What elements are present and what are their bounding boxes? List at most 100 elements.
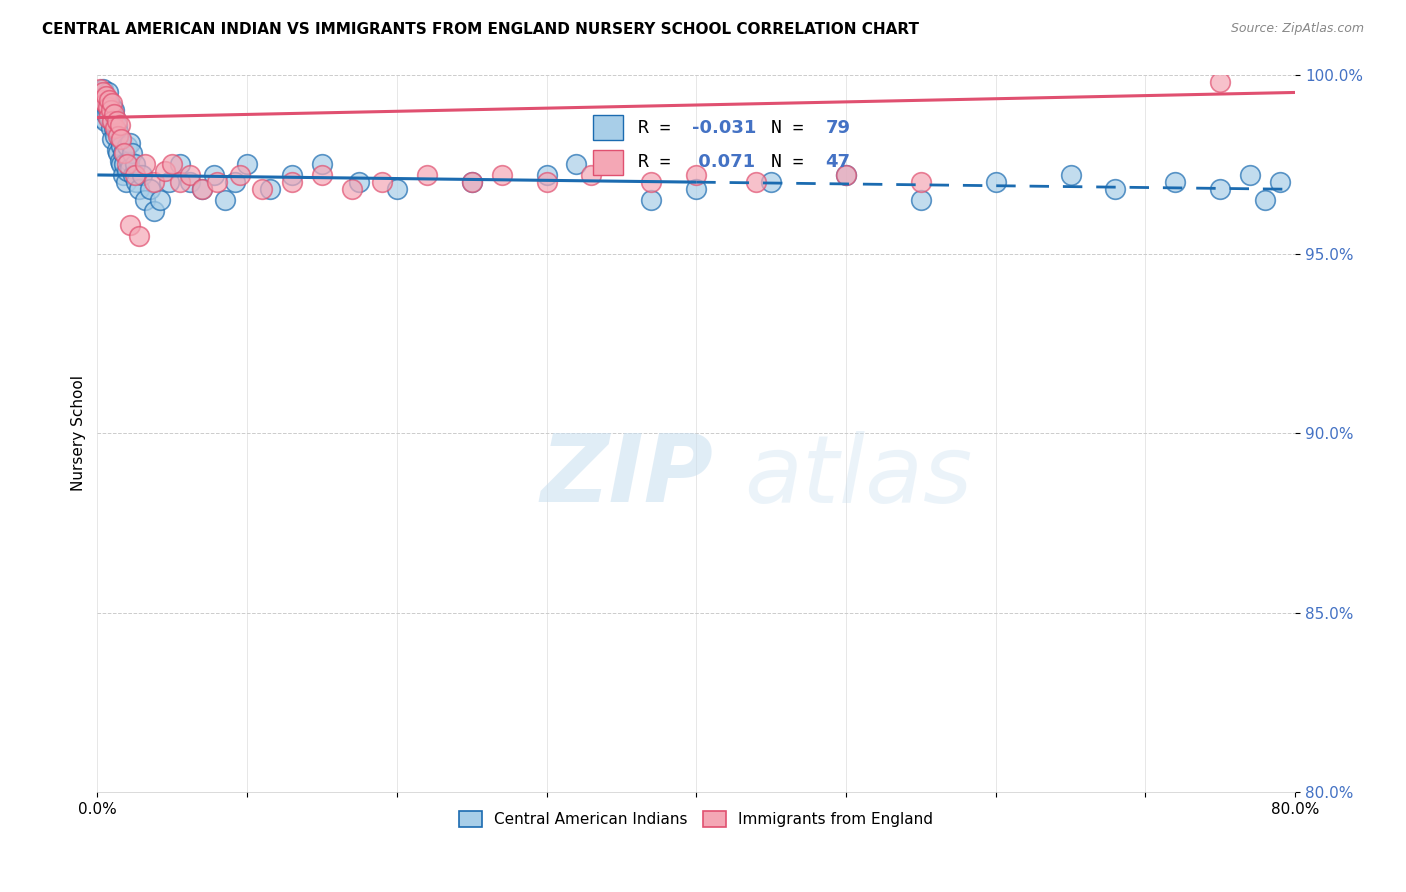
Point (581, 168, 603, 182)
Point (101, 114, 124, 128)
Point (143, 203, 166, 218)
Point (117, 164, 139, 178)
Point (97, 103, 120, 118)
Point (100, 121, 122, 136)
Point (97, 111, 120, 125)
Point (910, 175, 932, 189)
Point (108, 132, 131, 146)
Point (110, 157, 132, 171)
Point (835, 168, 858, 182)
Point (685, 168, 707, 182)
Point (169, 157, 191, 171)
Point (90, 111, 112, 125)
Text: CENTRAL AMERICAN INDIAN VS IMMIGRANTS FROM ENGLAND NURSERY SCHOOL CORRELATION CH: CENTRAL AMERICAN INDIAN VS IMMIGRANTS FR… (42, 22, 920, 37)
Point (104, 121, 127, 136)
Point (179, 175, 201, 189)
Point (111, 168, 134, 182)
Point (416, 168, 439, 182)
Point (110, 132, 132, 146)
Point (101, 114, 124, 128)
Point (103, 107, 125, 121)
Point (491, 168, 513, 182)
Point (134, 193, 156, 207)
Point (124, 168, 146, 182)
Point (371, 175, 394, 189)
Text: ZIP: ZIP (540, 430, 713, 523)
Point (94, 114, 117, 128)
Point (120, 218, 142, 232)
Point (94, 100, 117, 114)
Point (281, 175, 304, 189)
Point (100, 103, 122, 118)
Point (89, 82, 111, 96)
Point (96, 93, 118, 107)
Point (131, 168, 153, 182)
Point (910, 193, 932, 207)
Point (110, 139, 132, 153)
Legend: Central American Indians, Immigrants from England: Central American Indians, Immigrants fro… (451, 804, 941, 835)
Point (98, 93, 121, 107)
Point (111, 146, 134, 161)
Point (311, 157, 333, 171)
Point (94, 89, 117, 103)
Point (565, 157, 588, 171)
Point (745, 175, 768, 189)
Text: Source: ZipAtlas.com: Source: ZipAtlas.com (1230, 22, 1364, 36)
Point (91, 86, 114, 100)
Bar (592, 150, 623, 175)
Point (105, 143, 128, 157)
Text: atlas: atlas (744, 431, 973, 522)
Point (90, 96, 112, 111)
Point (460, 175, 482, 189)
Point (118, 153, 141, 168)
Point (91, 103, 114, 118)
Point (103, 121, 125, 136)
Point (640, 193, 662, 207)
Point (214, 193, 236, 207)
Point (1209, 75, 1232, 89)
Point (143, 175, 166, 189)
Text: 47: 47 (825, 153, 851, 171)
Point (104, 111, 127, 125)
Point (108, 118, 131, 132)
Point (105, 114, 128, 128)
Point (228, 168, 250, 182)
Point (91, 82, 114, 96)
Point (105, 118, 128, 132)
Point (1254, 193, 1277, 207)
Point (349, 175, 371, 189)
Point (107, 125, 129, 139)
Point (1059, 168, 1081, 182)
Point (685, 182, 707, 196)
Text: 79: 79 (825, 119, 851, 136)
Point (250, 182, 273, 196)
Point (107, 128, 129, 143)
Point (98, 111, 121, 125)
Point (984, 175, 1007, 189)
Point (117, 157, 139, 171)
Point (1270, 175, 1292, 189)
Point (96, 107, 118, 121)
Point (120, 136, 142, 150)
Text: -0.031: -0.031 (692, 119, 756, 136)
Point (121, 146, 143, 161)
Point (98, 96, 121, 111)
Point (96, 89, 118, 103)
Point (101, 100, 124, 114)
Point (104, 128, 127, 143)
Point (460, 175, 482, 189)
Point (179, 168, 201, 182)
Point (128, 229, 150, 244)
Point (125, 175, 148, 189)
Point (124, 157, 146, 171)
Point (97, 100, 120, 114)
Point (340, 182, 363, 196)
Point (139, 182, 162, 196)
Point (1239, 168, 1261, 182)
Text: 0.071: 0.071 (692, 153, 755, 171)
Point (536, 168, 558, 182)
Point (112, 157, 135, 171)
Point (153, 164, 176, 178)
Point (100, 103, 122, 118)
Point (311, 168, 333, 182)
